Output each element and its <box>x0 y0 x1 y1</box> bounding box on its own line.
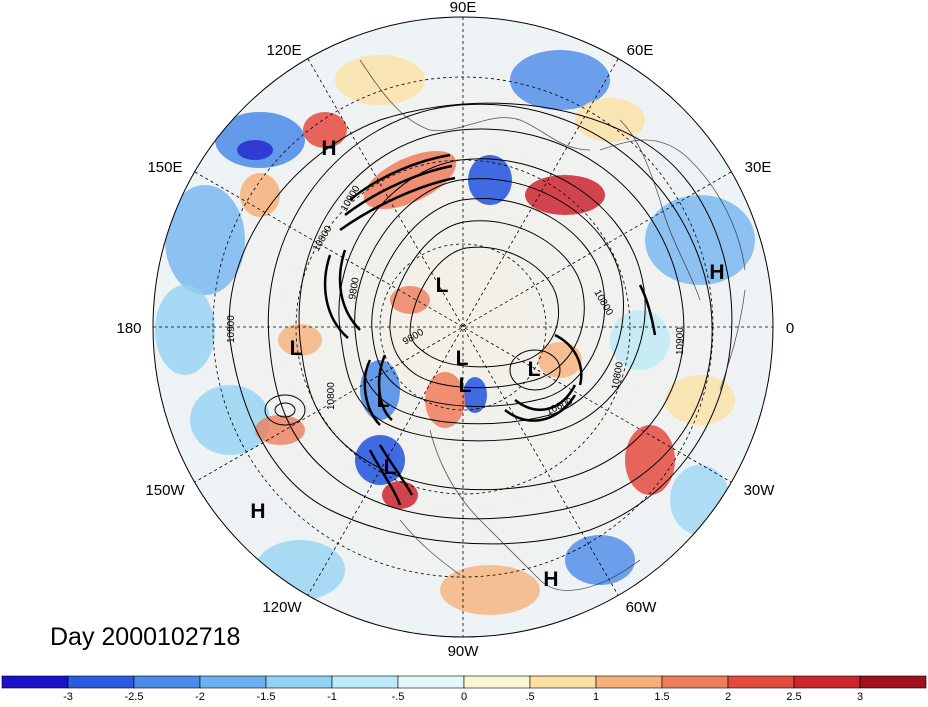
colorbar-swatch <box>1 675 69 689</box>
lon-label-0: 0 <box>786 320 794 337</box>
lon-label-90w: 90W <box>448 643 480 660</box>
colorbar-swatch <box>661 675 729 689</box>
lon-label-150w: 150W <box>145 482 185 499</box>
contour-label: 10900 <box>675 327 686 355</box>
colorbar-tick-label: 3 <box>857 691 863 702</box>
colorbar-tick-label: -2.5 <box>125 691 144 702</box>
lon-label-120w: 120W <box>262 599 302 616</box>
low-pressure-marker: L <box>290 337 303 360</box>
lon-label-60w: 60W <box>626 599 658 616</box>
colorbar-swatch <box>331 675 399 689</box>
colorbar-tick-label: -1 <box>327 691 337 702</box>
colorbar-tick-label: 2 <box>725 691 731 702</box>
colorbar-swatch <box>529 675 597 689</box>
lon-label-180: 180 <box>116 320 141 337</box>
colorbar-tick-label: .5 <box>525 691 534 702</box>
colorbar-tick-label: 1.5 <box>654 691 669 702</box>
lon-label-90e: 90E <box>450 0 477 16</box>
pressure-systems: H H H H L L L L L L L <box>250 137 724 591</box>
contour-label: 10800 <box>610 361 626 391</box>
low-pressure-marker: L <box>377 389 390 412</box>
contour-label: 10900 <box>226 315 237 343</box>
colorbar-tick-label: 0 <box>461 691 467 702</box>
high-pressure-marker: H <box>250 500 265 523</box>
colorbar-swatch <box>397 675 465 689</box>
colorbar-tick-label: -1.5 <box>257 691 276 702</box>
contour-label: 9800 <box>347 276 362 300</box>
colorbar-swatch <box>67 675 135 689</box>
colorbar-swatch <box>793 675 861 689</box>
colorbar-swatch <box>463 675 531 689</box>
colorbar-tick-label: 2.5 <box>786 691 801 702</box>
colorbar-tick-label: -.5 <box>392 691 405 702</box>
colorbar-swatch <box>727 675 795 689</box>
low-pressure-marker: L <box>528 358 541 381</box>
lon-label-30w: 30W <box>744 482 776 499</box>
contour-label: 10800 <box>326 382 337 410</box>
colorbar-tick-label: -3 <box>63 691 73 702</box>
colorbar-tick-label: -2 <box>195 691 205 702</box>
colorbar: -3 -2.5 -2 -1.5 -1 -.5 0 .5 1 1.5 2 2.5 3 <box>1 675 927 703</box>
low-pressure-marker: L <box>384 456 397 479</box>
colorbar-swatch <box>199 675 267 689</box>
low-pressure-marker: L <box>456 347 469 370</box>
colorbar-swatch <box>859 675 927 689</box>
height-contours <box>228 102 733 545</box>
lon-label-60e: 60E <box>627 42 654 59</box>
lon-label-30e: 30E <box>745 159 772 176</box>
low-pressure-marker: L <box>436 274 449 297</box>
longitude-labels: 90E 60E 30E 0 30W 60W 90W 120W 150W 180 … <box>116 0 794 660</box>
high-pressure-marker: H <box>543 568 558 591</box>
graticule <box>153 17 773 637</box>
low-pressure-marker: L <box>459 374 472 397</box>
colorbar-swatch <box>595 675 663 689</box>
colorbar-swatch <box>133 675 201 689</box>
map-disc <box>152 16 774 638</box>
high-pressure-marker: H <box>709 261 724 284</box>
lon-label-150e: 150E <box>147 159 182 176</box>
colorbar-tick-label: 1 <box>593 691 599 702</box>
day-label: Day 2000102718 <box>50 623 240 651</box>
lon-label-120e: 120E <box>266 42 301 59</box>
high-pressure-marker: H <box>321 137 336 160</box>
colorbar-swatch <box>265 675 333 689</box>
coastlines <box>359 59 746 591</box>
